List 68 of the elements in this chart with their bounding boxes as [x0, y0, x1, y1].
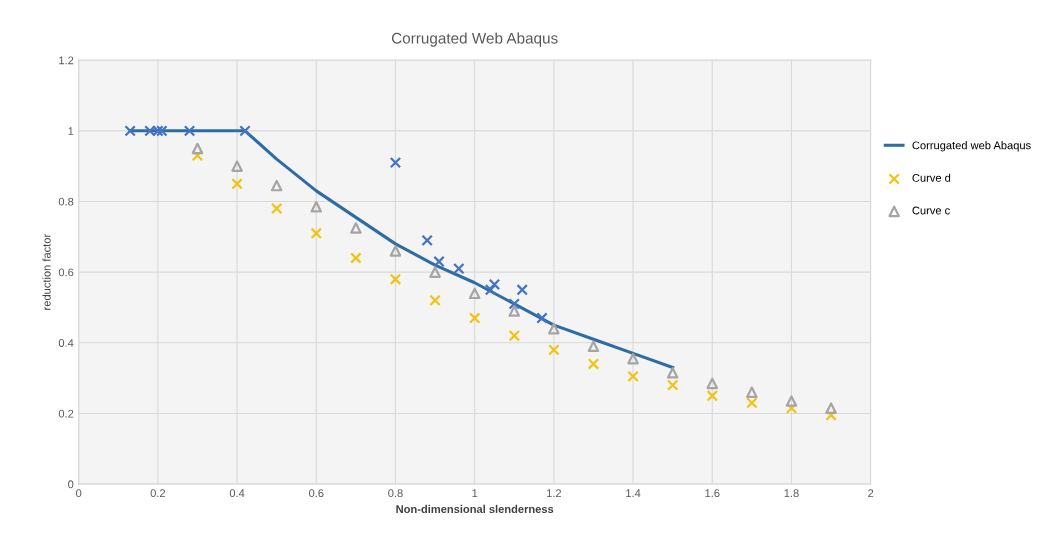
point — [746, 386, 758, 399]
point — [706, 390, 719, 402]
point — [270, 202, 283, 215]
point — [468, 312, 481, 324]
point — [536, 312, 548, 324]
point — [587, 358, 600, 370]
point — [350, 252, 362, 264]
point — [508, 329, 521, 342]
legend-label: Curve c — [912, 206, 950, 215]
point — [627, 370, 639, 383]
x-tick-label: 1.2 — [547, 489, 562, 498]
y-tick-label: 0.6 — [58, 268, 74, 277]
point — [429, 266, 441, 278]
point — [389, 156, 402, 169]
point — [587, 340, 600, 353]
point — [746, 397, 758, 409]
point — [627, 352, 639, 365]
x-tick-label: 1.6 — [705, 489, 720, 498]
y-tick-label: 1.2 — [59, 56, 74, 65]
legend-label: Corrugated web Abaqus — [912, 141, 1031, 152]
y-tick-label: 0.8 — [58, 197, 74, 206]
point — [421, 234, 433, 247]
point — [825, 409, 837, 421]
point — [706, 377, 719, 390]
point — [516, 284, 528, 296]
point — [508, 305, 521, 317]
point — [488, 278, 501, 291]
point — [310, 227, 323, 240]
x-tick-label: 1.8 — [784, 489, 799, 498]
point — [270, 179, 283, 192]
x-tick-label: 0 — [76, 489, 82, 498]
point — [433, 255, 445, 268]
point — [548, 322, 560, 335]
y-tick-label: 0.4 — [58, 339, 74, 347]
x-tick-label: 0.6 — [308, 489, 324, 498]
point — [239, 125, 251, 137]
point — [785, 395, 798, 407]
point — [310, 201, 323, 213]
point — [825, 402, 837, 414]
x-axis-title: Non-dimensional slenderness — [396, 504, 554, 514]
point — [389, 273, 402, 285]
point — [231, 160, 243, 172]
y-tick-label: 0 — [68, 480, 74, 489]
point — [183, 125, 196, 137]
x-tick-label: 2 — [868, 489, 874, 498]
point — [429, 294, 441, 307]
chart-title: Corrugated Web Abaqus — [391, 32, 558, 47]
point — [484, 284, 497, 296]
x-tick-label: 0.8 — [388, 489, 403, 498]
y-tick-label: 1 — [68, 127, 74, 135]
y-axis-title: reduction factor — [42, 234, 51, 310]
point — [548, 344, 560, 356]
point — [453, 262, 465, 275]
x-tick-label: 0.4 — [229, 489, 245, 498]
legend-label: Curve d — [912, 173, 951, 182]
point — [666, 379, 679, 391]
point — [468, 287, 481, 300]
y-tick-label: 0.2 — [58, 409, 74, 418]
point — [231, 178, 243, 190]
x-tick-label: 1.4 — [626, 489, 641, 498]
point — [508, 298, 521, 310]
point — [350, 222, 362, 234]
point — [191, 142, 204, 155]
point — [389, 245, 402, 257]
x-tick-label: 1 — [472, 489, 478, 498]
x-tick-label: 0.2 — [150, 489, 166, 498]
point — [124, 125, 136, 137]
point — [666, 367, 679, 379]
